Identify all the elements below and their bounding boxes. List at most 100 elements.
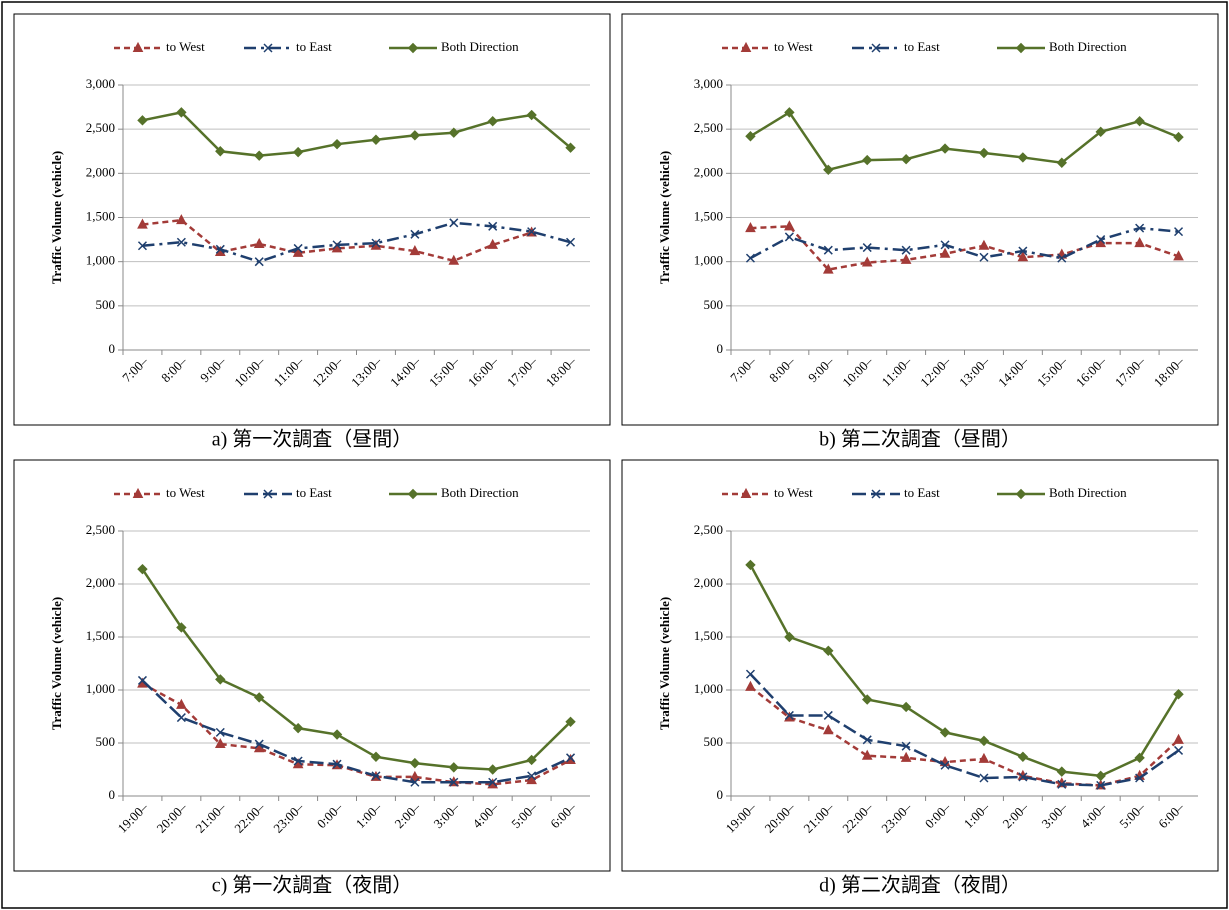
y-tick-label: 500 (96, 297, 116, 312)
series-line (141, 568, 572, 771)
marker (979, 773, 989, 783)
marker (448, 254, 460, 265)
y-tick-label: 1,000 (694, 253, 723, 268)
marker (745, 669, 755, 679)
marker (410, 229, 420, 239)
marker (487, 238, 499, 249)
caption: d) 第二次調査（夜間） (819, 874, 1021, 897)
marker (176, 214, 187, 225)
marker (526, 754, 537, 766)
marker (1017, 152, 1029, 163)
y-tick-label: 0 (717, 341, 724, 356)
marker (784, 710, 794, 720)
y-tick-label: 1,500 (86, 628, 115, 643)
series-line (141, 682, 572, 786)
marker (137, 563, 148, 575)
marker (745, 253, 755, 263)
marker (254, 692, 265, 703)
marker (566, 237, 576, 247)
marker (176, 622, 187, 633)
y-tick-label: 0 (109, 787, 116, 802)
legend-label: Both Direction (1049, 39, 1127, 54)
marker (1096, 780, 1106, 790)
series-line (141, 679, 572, 784)
marker (448, 762, 459, 773)
caption: c) 第一次調査（夜間） (212, 874, 413, 897)
marker (900, 253, 912, 264)
marker (745, 559, 756, 571)
marker (900, 751, 912, 762)
series-line (749, 564, 1180, 778)
marker (823, 245, 833, 255)
series-line (749, 226, 1179, 260)
y-axis-label: Traffic Volume (vehicle) (657, 597, 672, 730)
marker (449, 777, 459, 787)
series-line (142, 111, 572, 157)
marker (292, 146, 304, 158)
legend-label: to East (904, 485, 940, 500)
y-tick-label: 2,500 (86, 120, 115, 135)
y-tick-label: 1,500 (694, 628, 723, 643)
marker (862, 735, 872, 745)
marker (745, 680, 756, 691)
legend-marker (407, 488, 419, 500)
legend-marker (740, 41, 752, 52)
legend-label: to East (296, 485, 332, 500)
marker (978, 735, 990, 747)
y-tick-label: 2,000 (86, 164, 115, 179)
marker (1135, 223, 1145, 233)
marker (1057, 779, 1067, 789)
marker (449, 218, 459, 228)
legend-marker (1015, 42, 1027, 54)
y-tick-label: 2,500 (86, 522, 115, 537)
marker (254, 257, 264, 267)
marker (784, 631, 795, 643)
marker (822, 263, 834, 274)
series-line (750, 225, 1179, 271)
legend-marker (132, 487, 144, 498)
legend-marker (263, 43, 273, 53)
marker (527, 771, 537, 781)
series-line (749, 673, 1180, 787)
marker (978, 239, 990, 250)
marker (137, 675, 147, 685)
marker (901, 245, 911, 255)
legend-marker (740, 487, 752, 498)
marker (1056, 766, 1067, 777)
marker (176, 237, 186, 247)
marker (1018, 246, 1028, 256)
marker (784, 220, 795, 231)
y-tick-label: 1,500 (86, 208, 115, 223)
marker (253, 237, 265, 248)
marker (1173, 250, 1184, 261)
marker (1134, 116, 1145, 127)
marker (1174, 227, 1184, 237)
marker (862, 243, 872, 253)
marker (371, 771, 381, 781)
marker (784, 107, 795, 118)
marker (939, 727, 951, 738)
legend-marker (263, 489, 273, 499)
marker (1096, 235, 1106, 245)
y-tick-label: 0 (717, 787, 724, 802)
marker (565, 716, 576, 728)
y-tick-label: 2,000 (694, 575, 723, 590)
marker (823, 164, 834, 176)
marker (137, 241, 147, 251)
marker (1018, 772, 1028, 782)
y-axis-label: Traffic Volume (vehicle) (657, 151, 672, 284)
marker (1056, 157, 1067, 168)
marker (979, 252, 989, 262)
legend-label: to West (774, 39, 813, 54)
series-line (142, 218, 533, 263)
marker (487, 764, 498, 775)
marker (409, 770, 421, 781)
marker (137, 115, 148, 126)
y-tick-label: 2,000 (694, 164, 723, 179)
marker (292, 722, 304, 734)
marker (978, 147, 990, 159)
marker (1017, 251, 1029, 262)
caption: a) 第一次調査（昼間） (212, 428, 413, 451)
marker (1057, 253, 1067, 263)
chart-panel: 0 500 1,000 1,500 2,000 2,500 3,000 Traffic Vol… (621, 13, 1219, 451)
